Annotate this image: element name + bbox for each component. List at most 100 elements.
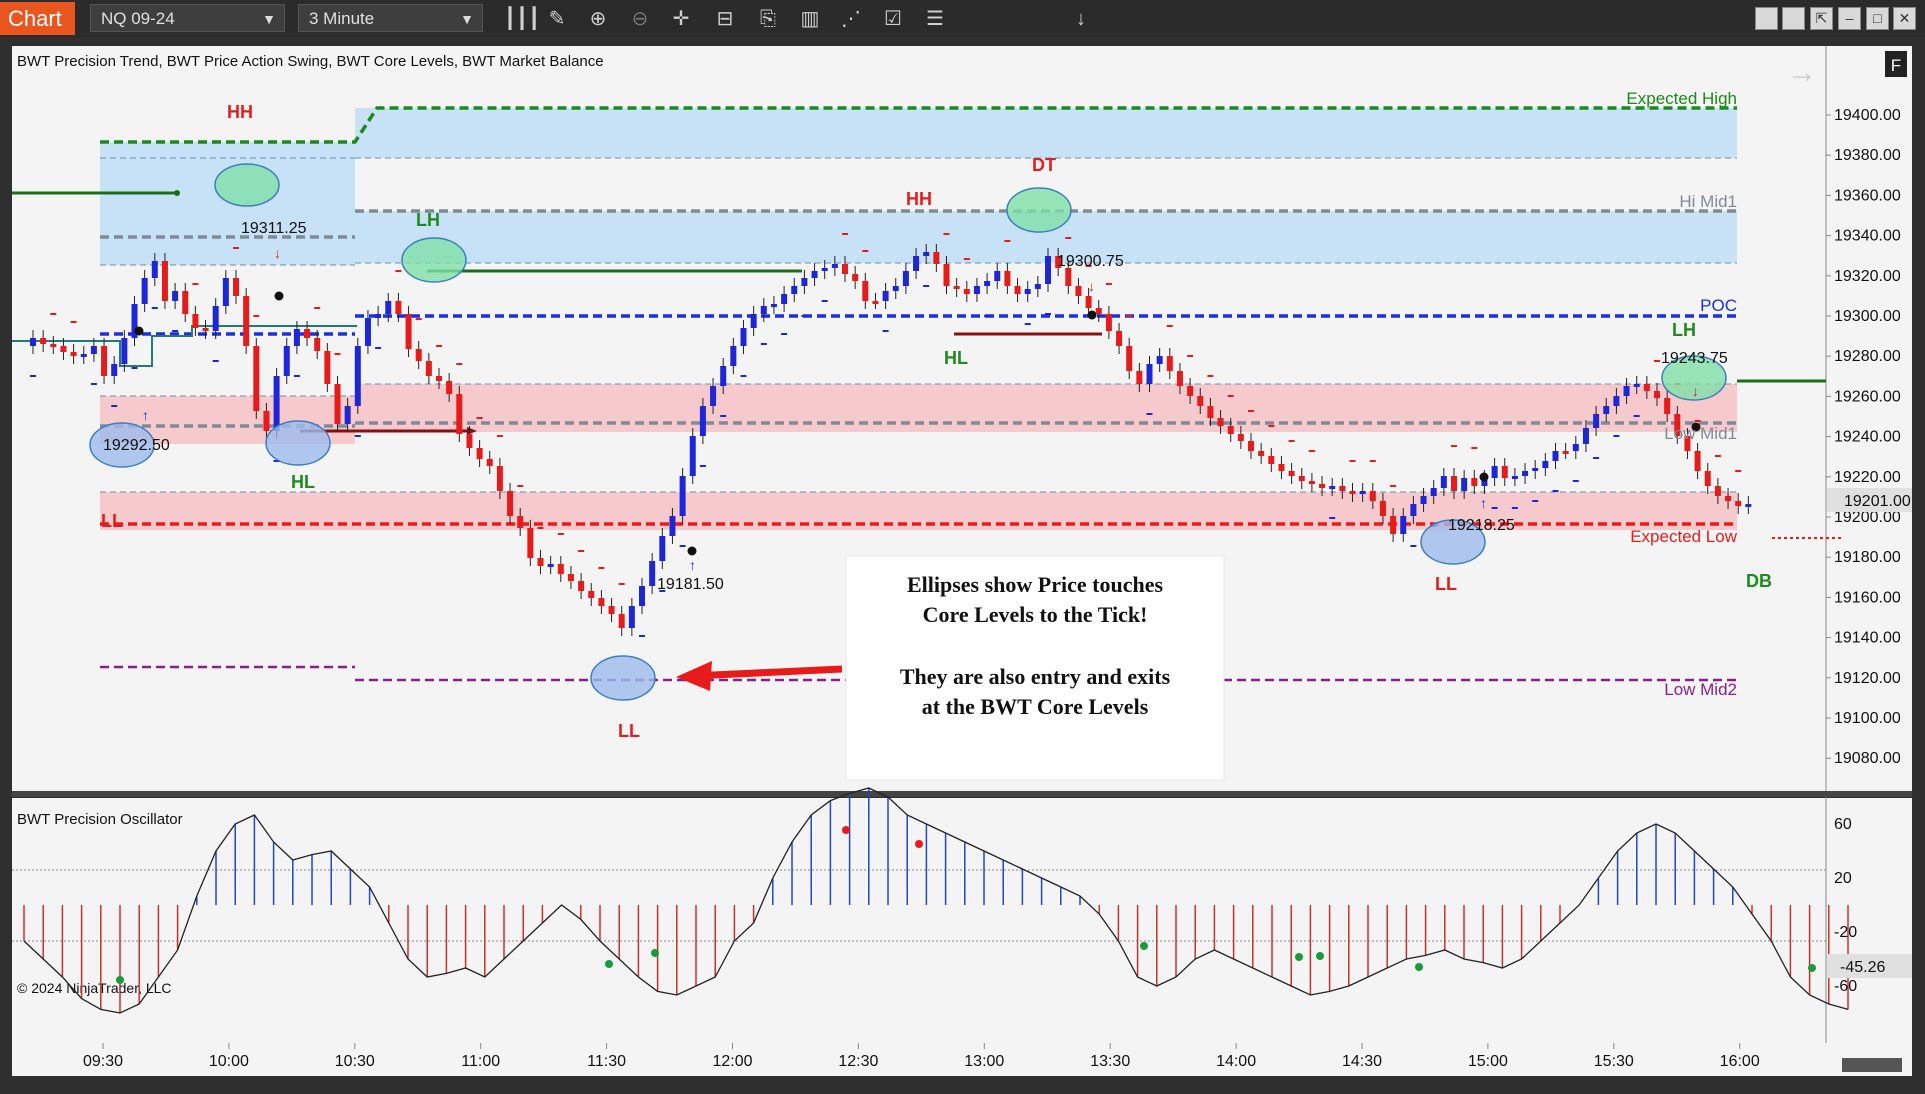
- touch-ellipse: [89, 422, 155, 468]
- swing-labels: HH LH HL LL LL HH DT HL LL LH DB: [101, 102, 1772, 741]
- candle-body: [222, 278, 229, 306]
- time-axis[interactable]: [12, 1043, 1912, 1076]
- candle-body: [527, 528, 534, 558]
- touch-ellipse: [401, 237, 467, 283]
- candle-body: [902, 271, 909, 286]
- candle-body: [80, 354, 87, 357]
- swing-label: HH: [227, 102, 253, 122]
- candle-body: [1440, 476, 1447, 488]
- chart-template-icon[interactable]: ⎘: [760, 8, 776, 30]
- candle-body: [425, 361, 432, 376]
- minimize-icon[interactable]: –: [1838, 7, 1861, 30]
- candle-body: [283, 346, 290, 376]
- tile-icon[interactable]: [1755, 7, 1778, 30]
- close-icon[interactable]: ✕: [1893, 7, 1916, 30]
- price-tick: 19200.00: [1834, 509, 1901, 526]
- candle-body: [1451, 476, 1457, 491]
- draw-pencil-icon[interactable]: ✎: [548, 8, 566, 30]
- horizontal-scrollbar[interactable]: [1842, 1058, 1902, 1072]
- candle-body: [172, 291, 179, 301]
- oscillator-panel[interactable]: [12, 798, 1826, 1043]
- candle-body: [649, 561, 656, 586]
- chevron-down-icon: ▼: [262, 11, 276, 27]
- candle-body: [1694, 451, 1701, 471]
- oscillator-axis[interactable]: [1826, 798, 1912, 1043]
- candle-body: [1258, 451, 1265, 456]
- interval-selector[interactable]: 3 Minute ▼: [298, 4, 483, 32]
- osc-dot: [1316, 952, 1324, 960]
- time-tick: 12:30: [838, 1053, 878, 1070]
- expected-high-label: Expected High: [1626, 89, 1737, 108]
- candle-body: [1034, 284, 1041, 289]
- zoom-in-icon[interactable]: ⊕: [589, 8, 607, 30]
- bar-type-icon[interactable]: ┃┃┃: [504, 8, 541, 30]
- time-tick: 13:30: [1090, 1053, 1130, 1070]
- candle-body: [1268, 456, 1275, 464]
- candle-body: [1298, 476, 1305, 481]
- maximize-chart-icon[interactable]: ⇱: [1810, 7, 1833, 30]
- candle-body: [141, 278, 148, 304]
- chart-area[interactable]: ↑ ↑ ↑ ↓ ↓ ↓ BWT Precision Trend, BWT Pri…: [12, 46, 1912, 1076]
- scroll-right-icon[interactable]: →: [1787, 56, 1817, 89]
- swing-label: LH: [1672, 320, 1696, 340]
- candle-body: [1603, 406, 1610, 414]
- candle-body: [375, 314, 382, 318]
- swing-label: LL: [618, 721, 640, 741]
- osc-dot: [1140, 942, 1148, 950]
- chart-tab[interactable]: Chart: [0, 2, 75, 35]
- candle-body: [973, 286, 980, 294]
- oscillator-axis-ticks: 60 20 -20 -60: [1834, 816, 1857, 995]
- candle-body: [60, 346, 67, 352]
- candle-body: [263, 411, 270, 431]
- zoom-out-icon[interactable]: ⊖: [631, 8, 649, 30]
- candle-body: [1319, 484, 1326, 488]
- price-tick: 19220.00: [1834, 469, 1901, 486]
- candle-body: [750, 314, 757, 328]
- candle-body: [1288, 471, 1295, 476]
- price-tick: 19120.00: [1834, 670, 1901, 687]
- instrument-selector[interactable]: NQ 09-24 ▼: [90, 4, 285, 32]
- candle-body: [1004, 271, 1011, 286]
- price-labels: 19311.25 19292.50 19181.50 19300.75 1921…: [103, 220, 1728, 593]
- osc-dot: [1415, 963, 1423, 971]
- candle-body: [1105, 314, 1112, 331]
- list-icon[interactable]: ☰: [926, 8, 944, 30]
- candle-body: [1552, 451, 1559, 461]
- candle-body: [1471, 478, 1478, 486]
- candle-body: [821, 268, 828, 271]
- candle-body: [1613, 396, 1620, 406]
- candle-body: [101, 346, 108, 376]
- candle-body: [111, 364, 118, 376]
- candle-body: [1654, 391, 1660, 398]
- svg-text:↑: ↑: [142, 407, 149, 423]
- price-axis[interactable]: [1826, 46, 1912, 791]
- candle-body: [212, 306, 219, 331]
- candle-body: [1024, 289, 1031, 294]
- candle-body: [334, 384, 341, 424]
- strategies-icon[interactable]: ⋰: [841, 8, 861, 30]
- oscillator-panel-title: BWT Precision Oscillator: [17, 811, 183, 828]
- price-tick: 19340.00: [1834, 228, 1901, 245]
- candle-body: [304, 329, 311, 338]
- candle-body: [131, 304, 138, 338]
- tile2-icon[interactable]: [1782, 7, 1805, 30]
- data-box-icon[interactable]: ⊟: [716, 8, 734, 30]
- swing-lines: [12, 190, 1826, 435]
- osc-dot: [1808, 964, 1816, 972]
- crosshair-icon[interactable]: ✛: [672, 8, 690, 30]
- candle-body: [1704, 471, 1711, 486]
- candle-body: [1065, 268, 1072, 286]
- properties-icon[interactable]: ☑: [884, 8, 902, 30]
- candle-body: [273, 376, 280, 431]
- candle-body: [1176, 371, 1183, 386]
- indicators-icon[interactable]: ▥: [800, 8, 820, 30]
- f-button[interactable]: [1885, 51, 1907, 77]
- f-button-label: F: [1891, 56, 1901, 75]
- low-mid2-label: Low Mid2: [1664, 680, 1737, 699]
- candle-body: [293, 329, 300, 346]
- svg-text:↑: ↑: [1480, 495, 1487, 511]
- candle-body: [740, 328, 747, 346]
- candle-body: [507, 491, 514, 516]
- chevron-down-icon: ▼: [460, 11, 474, 27]
- restore-icon[interactable]: □: [1866, 7, 1889, 30]
